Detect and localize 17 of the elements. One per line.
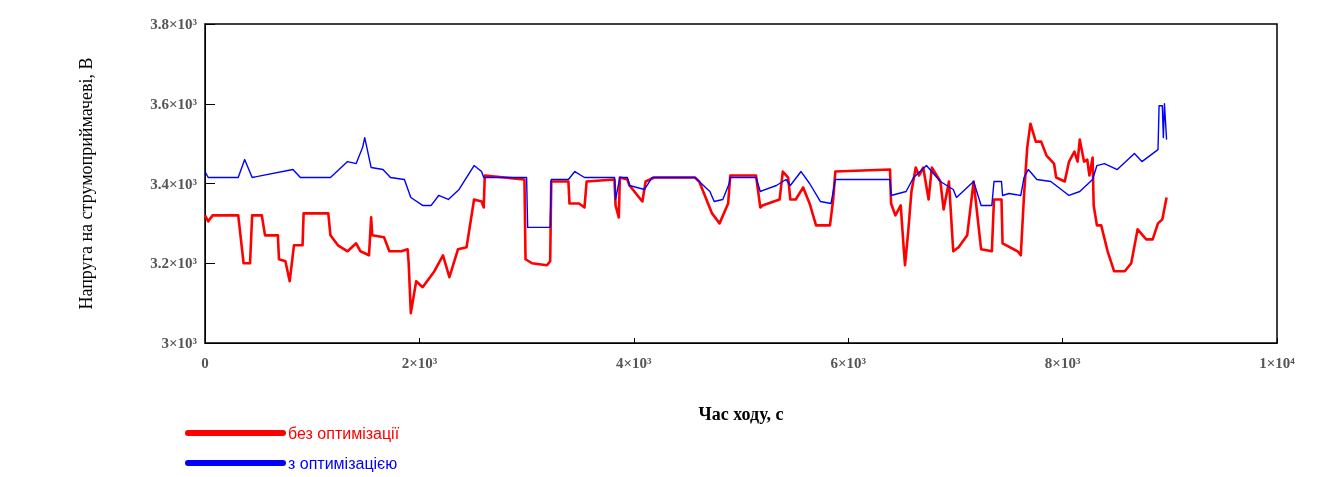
y-tick-label: 3.4×10³ (150, 175, 198, 192)
line-series (203, 122, 1168, 315)
y-tick-label: 3.8×10³ (150, 16, 198, 32)
text: без оптимізації (288, 424, 400, 442)
x-axis-title: Час ходу, с (698, 404, 784, 424)
x-tick-label: 8×10³ (1044, 354, 1081, 371)
x-tick-label: 2×10³ (401, 354, 438, 371)
x-tick-label: 1×10⁴ (1259, 354, 1296, 371)
y-tick-label: 3×10³ (161, 335, 198, 351)
y-tick-label: 3.2×10³ (150, 255, 198, 272)
x-tick-label: 0 (201, 354, 209, 371)
x-tick-label: 4×10³ (616, 354, 653, 371)
text: з оптимізацією (288, 454, 398, 472)
x-tick-label: 6×10³ (830, 354, 867, 371)
y-tick-label: 3.6×10³ (150, 95, 198, 112)
y-axis-title: Напруга на струмоприймачеві, В (76, 57, 96, 310)
line-series (204, 103, 1168, 229)
